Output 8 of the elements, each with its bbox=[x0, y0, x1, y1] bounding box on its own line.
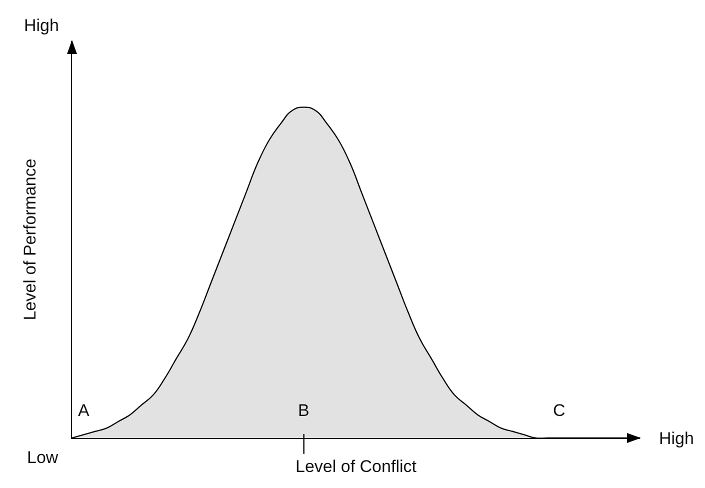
text: High bbox=[24, 16, 59, 35]
y-axis-title: Level of Performance bbox=[20, 158, 40, 320]
x-axis-title: Level of Conflict bbox=[296, 456, 417, 476]
text: Low bbox=[27, 448, 59, 467]
annotation: C bbox=[553, 401, 566, 420]
annotation: B bbox=[298, 401, 310, 420]
annotation: A bbox=[78, 401, 90, 420]
text: High bbox=[659, 429, 694, 448]
